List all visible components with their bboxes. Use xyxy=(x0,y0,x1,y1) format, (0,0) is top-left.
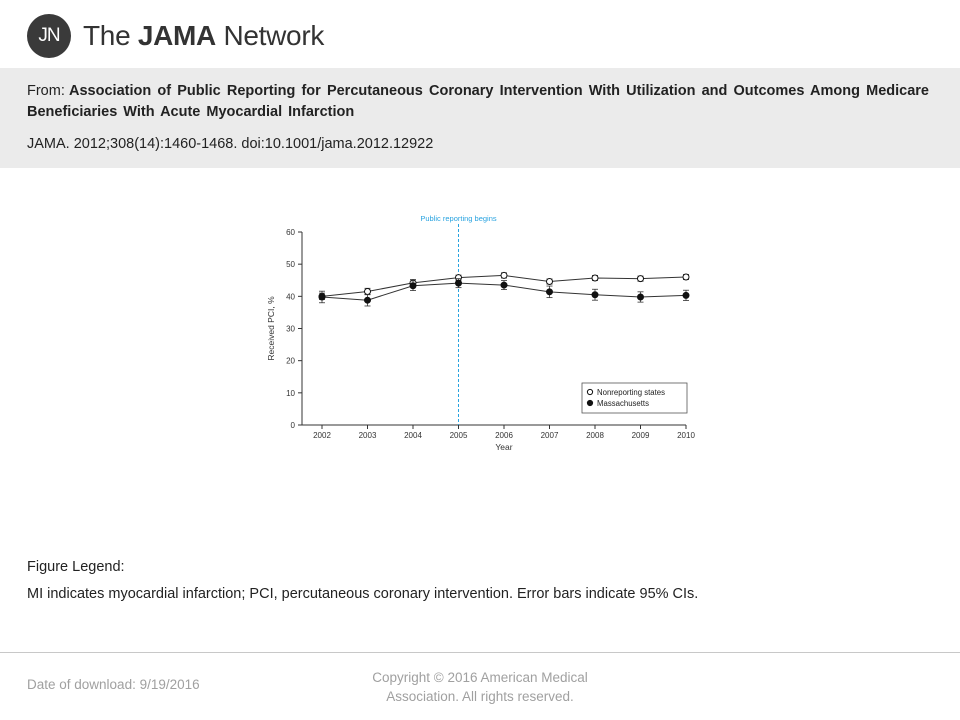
y-tick-label: 40 xyxy=(286,292,295,301)
y-tick-label: 20 xyxy=(286,357,295,366)
legend-marker xyxy=(586,399,594,407)
logo-suffix: Network xyxy=(215,20,325,51)
data-point xyxy=(364,296,371,304)
y-axis-label: Received PCI, % xyxy=(266,296,276,361)
data-point xyxy=(500,271,508,279)
data-point xyxy=(637,293,644,301)
public-reporting-label: Public reporting begins xyxy=(420,214,497,223)
logo-prefix: The xyxy=(83,20,138,51)
copyright-notice: Copyright © 2016 American Medical Associ… xyxy=(372,670,588,704)
article-title[interactable]: Association of Public Reporting for Perc… xyxy=(27,83,929,120)
chart-marks: Public reporting begins xyxy=(318,214,690,425)
article-citation: JAMA. 2012;308(14):1460-1468. doi:10.100… xyxy=(27,136,434,152)
y-tick-label: 50 xyxy=(286,260,295,269)
data-point xyxy=(455,279,462,287)
logo-bold: JAMA xyxy=(137,20,216,51)
legend-label: Nonreporting states xyxy=(597,388,665,397)
footer-divider xyxy=(0,652,960,653)
data-point xyxy=(682,273,690,281)
data-point xyxy=(500,281,508,289)
data-point xyxy=(546,278,553,286)
y-tick-label: 30 xyxy=(286,325,295,334)
y-tick-label: 0 xyxy=(291,421,296,430)
x-tick-label: 2010 xyxy=(677,431,695,440)
x-tick-label: 2006 xyxy=(495,431,513,440)
chart-legend: Nonreporting states Massachusetts xyxy=(581,382,688,414)
x-tick-label: 2003 xyxy=(359,431,377,440)
y-tick-label: 60 xyxy=(286,228,295,237)
figure-legend-title: Figure Legend: xyxy=(27,559,125,575)
data-point xyxy=(591,291,599,299)
data-point xyxy=(637,275,644,283)
download-date: Date of download: 9/19/2016 xyxy=(27,677,200,692)
figure-legend-text: MI indicates myocardial infarction; PCI,… xyxy=(27,586,699,602)
legend-frame xyxy=(581,382,688,414)
legend-label: Massachusetts xyxy=(597,399,649,408)
data-point xyxy=(546,288,553,296)
chart-axes: 0 10 20 30 40 50 60 2002 2003 2004 2005 2006 2007 200… xyxy=(266,228,695,452)
x-tick-label: 2005 xyxy=(450,431,468,440)
data-point xyxy=(409,282,417,290)
x-tick-label: 2007 xyxy=(541,431,559,440)
legend-marker xyxy=(586,388,594,396)
from-label: From: xyxy=(27,83,65,99)
pci-line-chart: 0 10 20 30 40 50 60 2002 2003 2004 2005 2006 2007 200… xyxy=(266,214,695,452)
x-axis-label: Year xyxy=(495,442,512,452)
data-point xyxy=(591,274,599,282)
x-tick-label: 2004 xyxy=(404,431,422,440)
x-tick-label: 2009 xyxy=(632,431,650,440)
article-from: From: Association of Public Reporting fo… xyxy=(27,81,929,123)
jama-network-logo: JN The JAMA Network xyxy=(27,13,324,59)
logo-wordmark: The JAMA Network xyxy=(83,20,324,52)
y-tick-label: 10 xyxy=(286,389,295,398)
data-point xyxy=(682,291,690,299)
article-header-box xyxy=(0,68,960,168)
jn-badge-icon: JN xyxy=(27,14,71,58)
data-point xyxy=(318,293,326,301)
data-point xyxy=(364,288,371,296)
x-tick-label: 2002 xyxy=(313,431,331,440)
x-tick-label: 2008 xyxy=(586,431,604,440)
